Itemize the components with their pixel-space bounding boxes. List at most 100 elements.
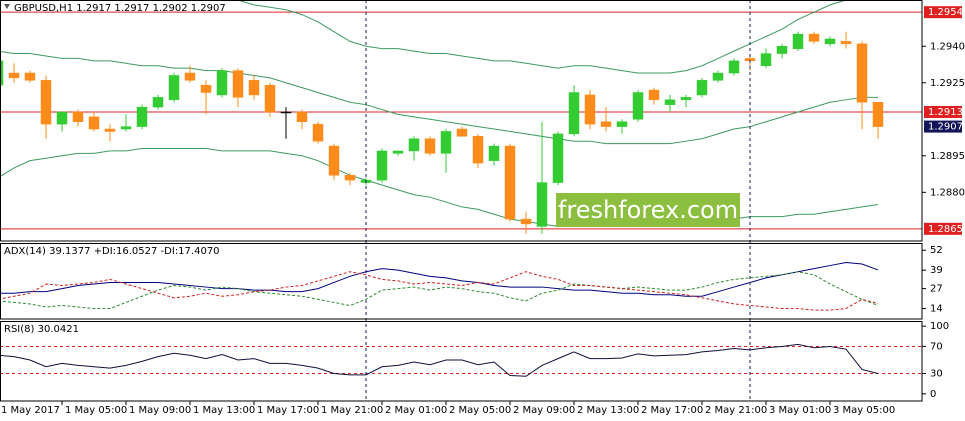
watermark: freshforex.com bbox=[558, 196, 738, 224]
candle-body bbox=[568, 92, 580, 135]
candle-body bbox=[184, 72, 196, 81]
series-line bbox=[0, 271, 879, 311]
candle-body bbox=[104, 128, 116, 132]
candle-body bbox=[552, 133, 564, 183]
y-tick-label: 1.2925 bbox=[930, 78, 965, 89]
candle-body bbox=[40, 80, 52, 125]
symbol-icon bbox=[4, 4, 10, 9]
y-tick-label: 14 bbox=[930, 304, 943, 315]
price-tag bbox=[924, 120, 962, 133]
candle-body bbox=[776, 46, 788, 54]
candle-body bbox=[328, 145, 340, 176]
candle-body bbox=[664, 99, 676, 105]
candle-body bbox=[8, 72, 20, 79]
panel-title: ADX(14) 39.1377 +DI:16.0527 -DI:17.4070 bbox=[4, 246, 220, 257]
candle-body bbox=[712, 72, 724, 81]
level-tag-label: 1.2913 bbox=[928, 107, 963, 118]
candle-body bbox=[872, 101, 884, 127]
x-tick-label: 2 May 09:00 bbox=[513, 405, 575, 416]
x-tick-label: 3 May 01:00 bbox=[769, 405, 831, 416]
y-tick-label: 100 bbox=[930, 321, 949, 332]
candle-body bbox=[760, 53, 772, 66]
candle-body bbox=[440, 131, 452, 154]
rsi-panel bbox=[0, 343, 922, 377]
candle-body bbox=[536, 182, 548, 227]
candle-body bbox=[680, 97, 692, 101]
candle-body bbox=[696, 80, 708, 96]
y-tick-label: 27 bbox=[930, 284, 943, 295]
price-panel: freshforex.com bbox=[0, 0, 922, 234]
series-line bbox=[0, 343, 879, 377]
x-tick-label: 1 May 2017 bbox=[1, 405, 60, 416]
candle-body bbox=[472, 136, 484, 164]
series-line bbox=[0, 261, 879, 297]
candle-body bbox=[376, 150, 388, 181]
level-tag bbox=[924, 6, 962, 19]
panel-frame bbox=[0, 321, 923, 402]
candle-body bbox=[632, 92, 644, 120]
panel-frame bbox=[0, 243, 923, 320]
candle-body bbox=[792, 33, 804, 49]
y-tick-label: 1.2940 bbox=[930, 41, 965, 52]
panel-frame bbox=[0, 0, 923, 242]
candle-body bbox=[56, 111, 68, 125]
level-tag-label: 1.2954 bbox=[928, 7, 963, 18]
candle-body bbox=[344, 175, 356, 181]
candle-body bbox=[120, 126, 132, 130]
y-tick-label: 1.2880 bbox=[930, 187, 965, 198]
candle-body bbox=[728, 60, 740, 74]
candle-body bbox=[136, 106, 148, 127]
watermark-box bbox=[556, 193, 740, 227]
band-upper bbox=[186, 0, 848, 74]
candle-body bbox=[24, 72, 36, 81]
x-tick-label: 1 May 13:00 bbox=[193, 405, 255, 416]
candle-body bbox=[312, 123, 324, 142]
panel-title: RSI(8) 30.0421 bbox=[4, 324, 79, 335]
y-tick-label: 0 bbox=[930, 389, 936, 400]
y-tick-label: 30 bbox=[930, 369, 943, 380]
candle-body bbox=[296, 111, 308, 122]
candle-body bbox=[520, 218, 532, 225]
level-tag bbox=[924, 105, 962, 118]
candle-body bbox=[424, 138, 436, 154]
band-middle bbox=[0, 50, 878, 145]
candle-body bbox=[392, 150, 404, 154]
x-tick-label: 2 May 17:00 bbox=[641, 405, 703, 416]
candle-body bbox=[216, 70, 228, 96]
candle-body bbox=[88, 116, 100, 130]
candle-body bbox=[584, 94, 596, 125]
candle-body bbox=[232, 70, 244, 98]
candle-body bbox=[504, 145, 516, 220]
candle-body bbox=[408, 138, 420, 152]
adx-panel bbox=[0, 261, 879, 311]
y-tick-label: 39 bbox=[930, 265, 943, 276]
x-tick-label: 1 May 09:00 bbox=[129, 405, 191, 416]
candle-body bbox=[280, 111, 292, 114]
candle-body bbox=[152, 97, 164, 108]
y-tick-label: 52 bbox=[930, 245, 943, 256]
candle-body bbox=[72, 111, 84, 122]
x-tick-label: 1 May 17:00 bbox=[257, 405, 319, 416]
candle-body bbox=[200, 84, 212, 93]
candle-body bbox=[248, 80, 260, 96]
x-tick-label: 2 May 05:00 bbox=[449, 405, 511, 416]
x-tick-label: 1 May 21:00 bbox=[321, 405, 383, 416]
candle-body bbox=[168, 75, 180, 101]
x-tick-label: 2 May 13:00 bbox=[577, 405, 639, 416]
x-tick-label: 3 May 05:00 bbox=[833, 405, 895, 416]
series-line bbox=[0, 271, 879, 310]
candle-body bbox=[0, 60, 4, 86]
candle-body bbox=[488, 145, 500, 161]
candle-body bbox=[808, 33, 820, 42]
candle-body bbox=[600, 121, 612, 127]
x-tick-label: 1 May 05:00 bbox=[65, 405, 127, 416]
level-tag bbox=[924, 222, 962, 235]
candle-body bbox=[264, 84, 276, 113]
axes: GBPUSD,H1 1.2917 1.2917 1.2902 1.2907 1.2… bbox=[1, 3, 965, 416]
panel-title: GBPUSD,H1 1.2917 1.2917 1.2902 1.2907 bbox=[14, 3, 226, 14]
candle-body bbox=[824, 38, 836, 45]
candle-body bbox=[456, 128, 468, 137]
y-tick-label: 1.2895 bbox=[930, 151, 965, 162]
